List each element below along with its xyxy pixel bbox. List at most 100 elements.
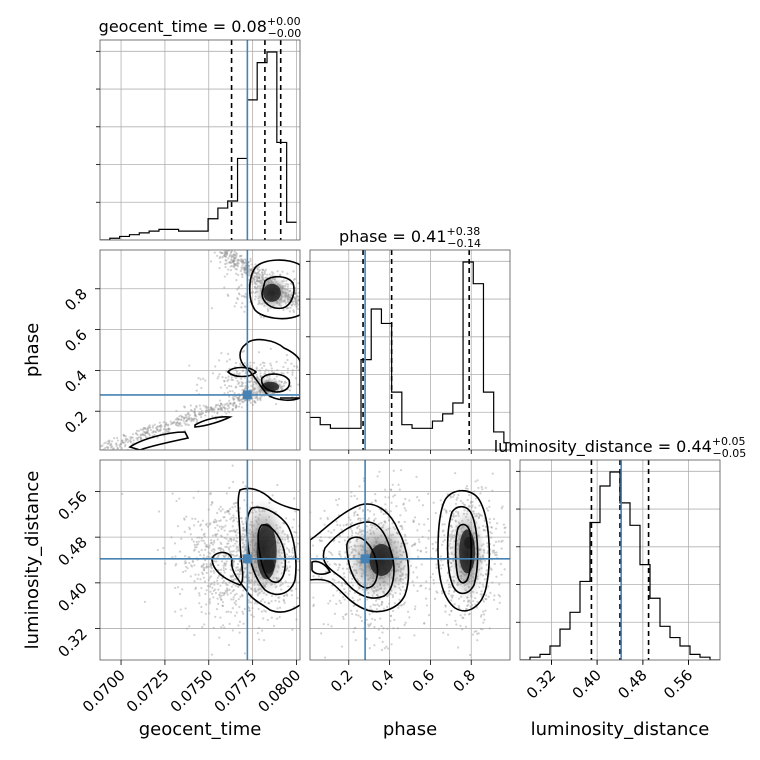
sample-point [143,434,146,437]
sample-point [134,432,138,435]
sample-point [205,563,208,566]
sample-point [420,563,423,566]
contour-geocent_time-phase-2 [239,338,300,401]
sample-point [465,484,469,488]
sample-point [200,605,203,609]
sample-point [172,421,175,424]
sample-point [233,401,236,404]
sample-point [351,531,354,535]
sample-point [223,406,226,409]
sample-point [445,511,448,514]
sample-point [195,383,199,386]
sample-point [139,434,143,437]
sample-point [193,417,196,420]
sample-point [123,434,126,438]
sample-point [281,270,284,273]
sample-point [380,602,384,605]
sample-point [141,433,144,436]
sample-point [450,518,453,521]
sample-point [432,582,436,585]
sample-point [258,273,261,276]
sample-point [257,638,261,641]
sample-point [186,412,189,415]
sample-point [491,472,494,475]
sample-point [207,410,210,413]
sample-point [296,596,299,600]
sample-point [342,617,345,620]
sample-point [266,273,269,276]
sample-point [219,386,223,389]
sample-point [468,612,471,615]
sample-point [368,647,371,650]
sample-point [202,568,206,572]
sample-point [124,435,127,438]
sample-point [497,540,500,543]
sample-point [292,309,295,312]
sample-point [255,373,258,376]
sample-point [174,564,177,567]
sample-point [219,255,222,259]
sample-point [230,264,234,268]
sample-point [144,435,148,439]
sample-point [384,496,387,499]
sample-point [297,303,300,306]
sample-point [217,375,220,378]
sample-point [263,609,266,612]
sample-point [221,508,224,511]
sample-point [493,562,496,566]
sample-point [256,396,259,399]
sample-point [174,418,177,421]
sample-point [153,423,156,426]
sample-point [231,574,235,577]
sample-point [130,436,133,439]
sample-point [227,375,230,378]
sample-point [445,623,449,626]
sample-point [231,260,235,263]
sample-point [295,365,299,368]
sample-point [106,446,110,449]
sample-point [254,263,257,266]
sample-point [233,614,237,617]
sample-point [236,569,239,572]
sample-point [393,618,396,621]
sample-point [254,401,257,404]
sample-point [412,520,415,523]
sample-point [381,600,384,604]
sample-point [167,430,170,433]
sample-point [306,544,308,546]
sample-point [318,565,320,567]
sample-point [237,568,240,571]
sample-point [389,614,392,617]
sample-point [317,575,321,578]
sample-point [386,605,389,608]
sample-point [413,516,417,519]
sample-point [223,392,226,395]
sample-point [349,518,352,522]
sample-point [105,445,108,449]
sample-point [228,261,232,264]
sample-point [302,588,304,590]
sample-point [170,536,173,539]
density-geocent_time-phase [100,250,317,450]
sample-point [217,588,220,591]
sample-point [215,403,218,407]
sample-point [350,529,354,533]
sample-point [232,514,235,517]
sample-point [225,492,228,495]
sample-point [122,434,125,437]
sample-point [375,599,378,602]
sample-point [397,606,400,609]
sample-point [353,511,356,515]
sample-point [229,529,232,533]
sample-point [218,636,221,639]
sample-point [447,586,451,589]
sample-point [268,602,271,605]
sample-point [465,607,468,611]
sample-point [219,251,222,254]
sample-point [315,296,317,298]
sample-point [244,268,247,271]
sample-point [177,424,180,428]
sample-point [286,567,289,570]
sample-point [233,257,236,261]
sample-point [225,250,228,253]
